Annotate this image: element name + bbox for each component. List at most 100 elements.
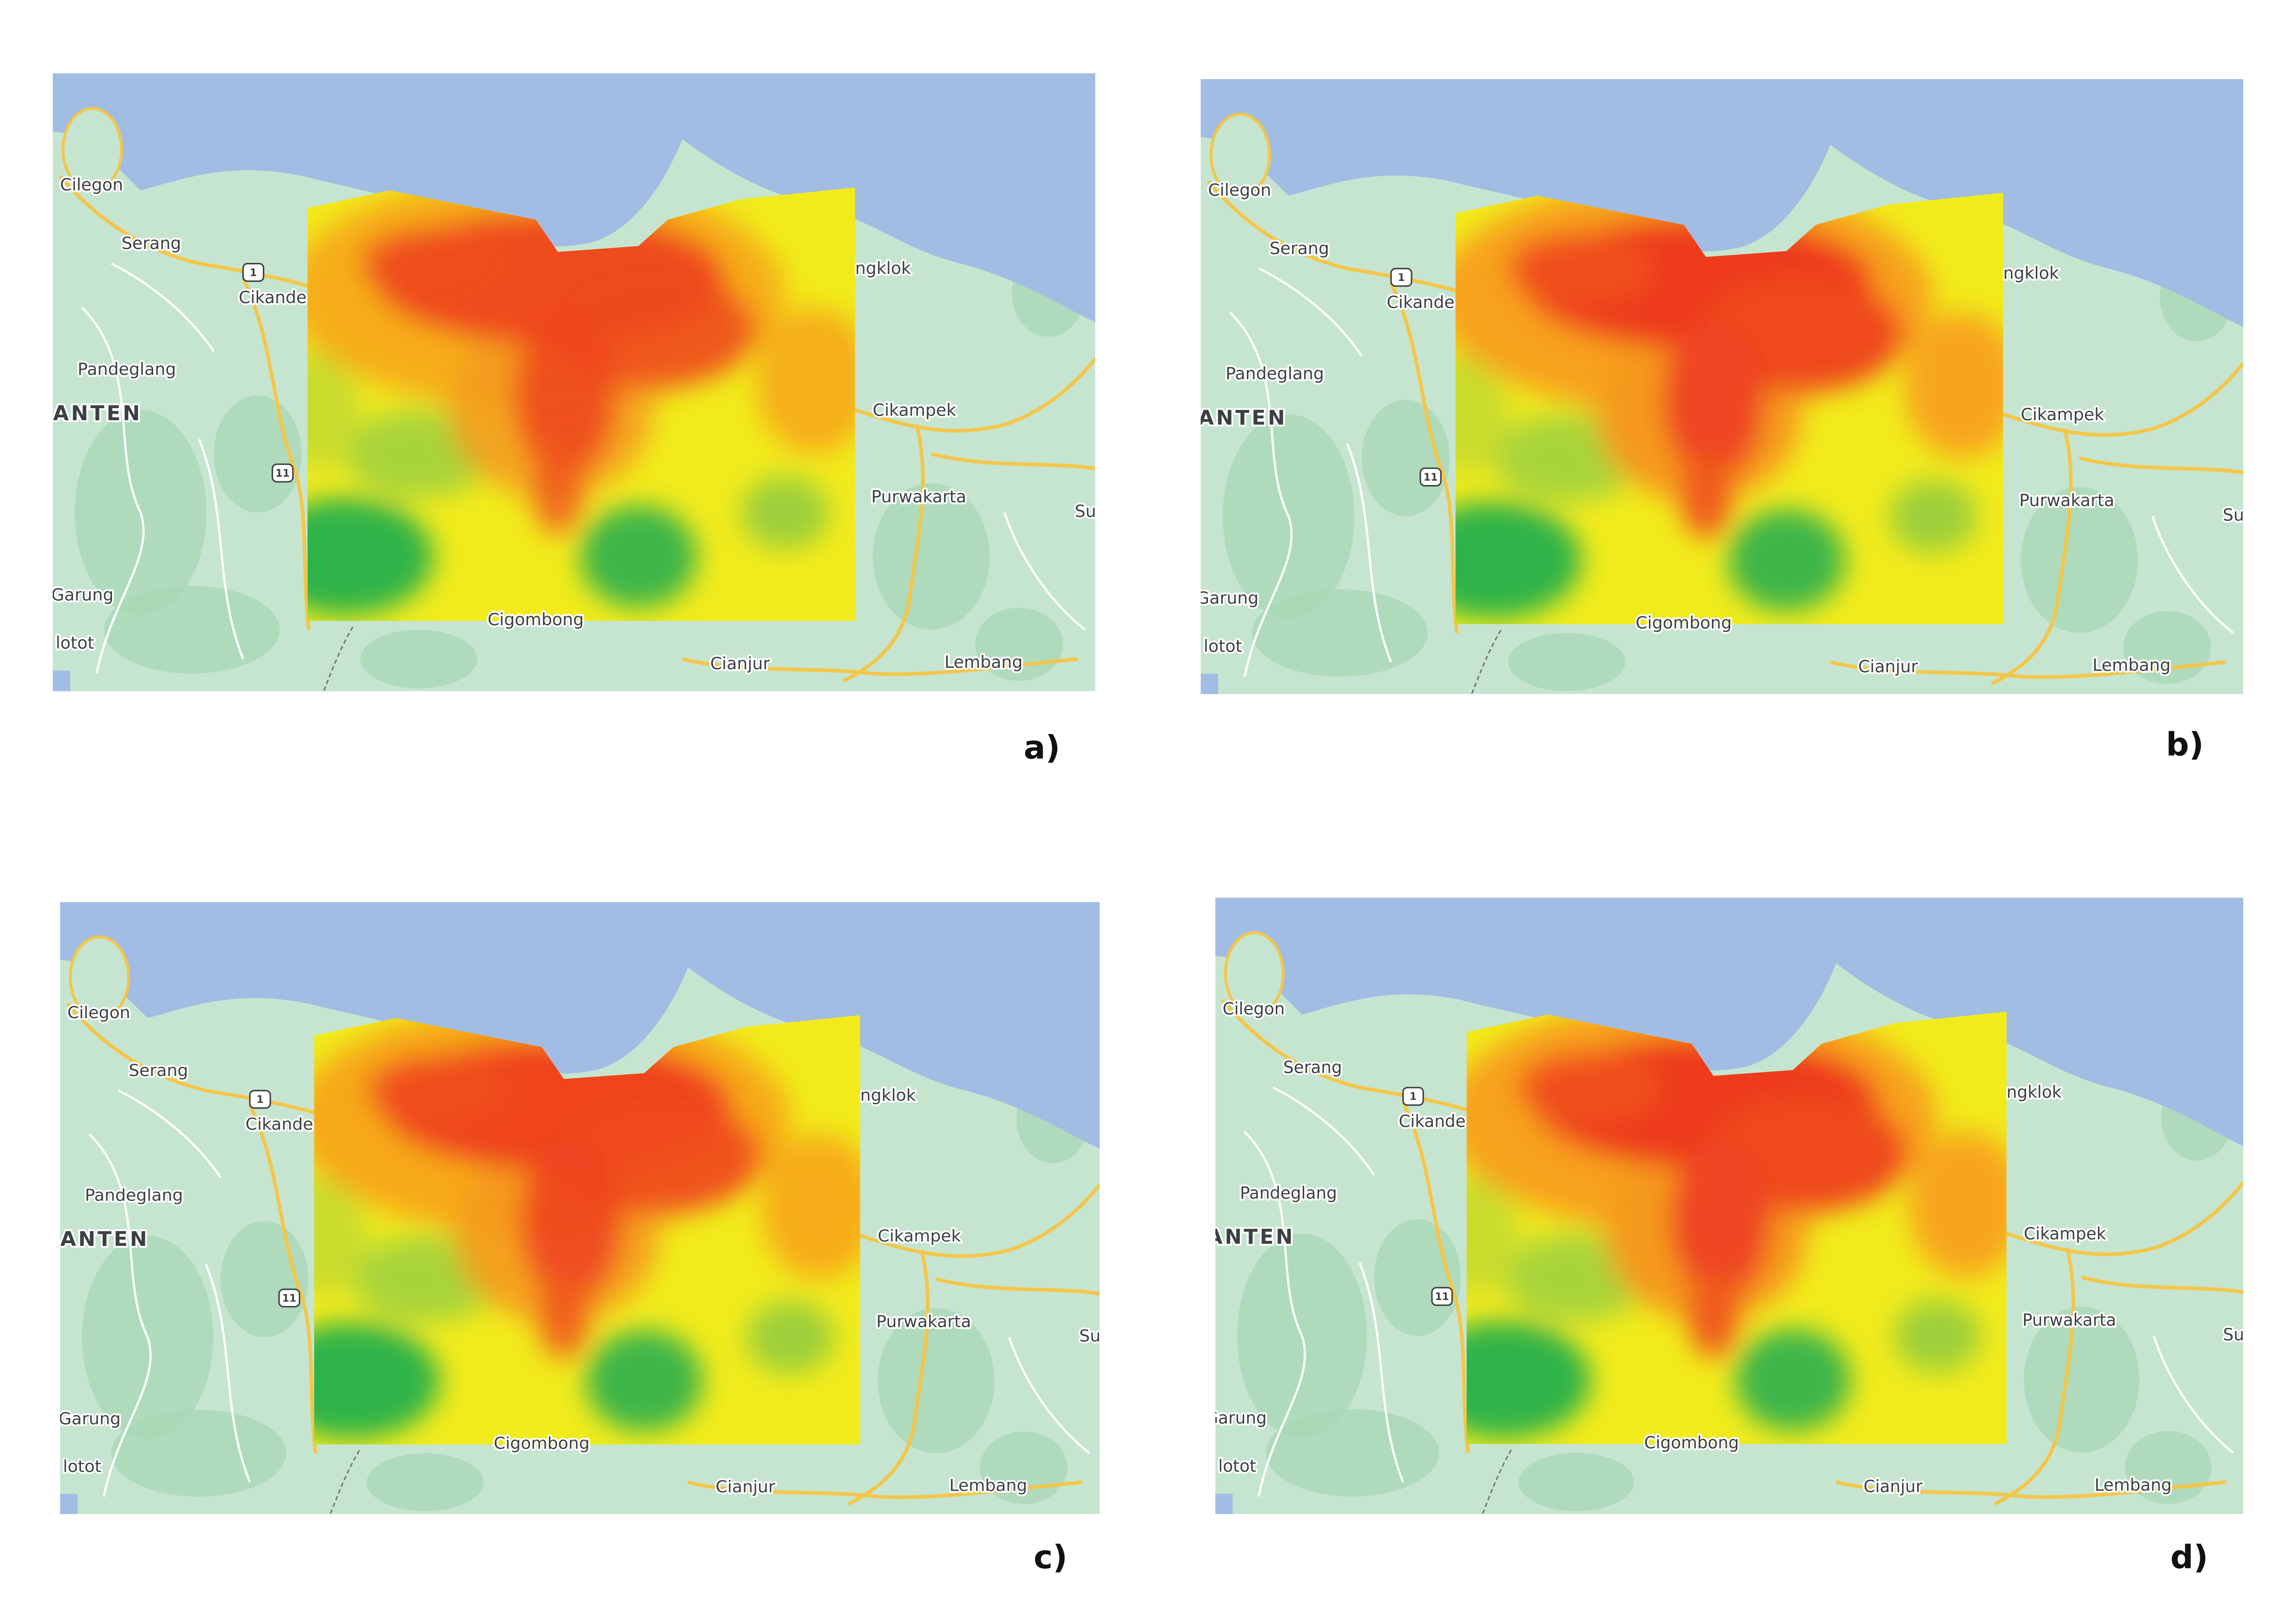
forest (2021, 487, 2138, 633)
lake (1201, 673, 1219, 694)
road (1008, 1337, 1090, 1454)
place-label: lotot (63, 1456, 101, 1476)
heat-cool (746, 1300, 834, 1374)
place-label: Garung (59, 1408, 121, 1428)
forest (1252, 589, 1428, 677)
forest (1518, 1453, 1634, 1512)
highway (859, 1183, 1100, 1258)
place-label: Purwakarta (876, 1311, 971, 1331)
heat-cool (1466, 1175, 1519, 1292)
forest (213, 395, 302, 513)
highway (2003, 362, 2244, 437)
road (1346, 443, 1392, 663)
map-panel: Cilegon Serang Cikande Pandeglang BANTEN Cika… (59, 902, 1100, 1514)
boundary (1471, 629, 1502, 694)
map-panel: Cilegon Serang Cikande Pandeglang BANTEN Cika… (1205, 897, 2244, 1514)
place-label: Lembang (945, 652, 1023, 672)
heat-cool (307, 351, 361, 469)
heat-hot (1679, 450, 1732, 538)
road (1358, 1262, 1404, 1483)
place-label: Cilegon (60, 174, 123, 194)
place-label: Cikampek (2021, 404, 2104, 424)
heat-cool (1728, 509, 1845, 611)
place-label: Cianjur (710, 653, 770, 673)
road (81, 306, 145, 674)
heat-cool (314, 1177, 367, 1294)
place-label: Pandeglang (85, 1185, 183, 1205)
heat-layer (307, 187, 855, 615)
road (1272, 1086, 1375, 1176)
heat-warm (1908, 1131, 2007, 1278)
place-label: Pandeglang (78, 359, 176, 379)
forest (1362, 399, 1450, 516)
highway (1221, 999, 1490, 1119)
forest (367, 1453, 484, 1512)
road (1003, 512, 1086, 631)
forest (104, 585, 280, 674)
place-label: Cilegon (1208, 180, 1271, 200)
heat-cool (1894, 1299, 1981, 1373)
heat-hot (1518, 1051, 1663, 1124)
heatmap (1466, 1011, 2007, 1444)
region-label: BANTEN (1180, 406, 1287, 429)
road-shield-label: 11 (282, 1293, 297, 1305)
lake (52, 671, 70, 691)
heat-warm (755, 307, 855, 454)
place-label: Garung (1205, 1408, 1267, 1428)
road-shield (278, 1288, 300, 1308)
highway (58, 174, 332, 295)
road (1243, 1130, 1306, 1497)
place-label: Serang (1283, 1058, 1342, 1077)
heat-cool (1466, 1321, 1591, 1438)
place-label: Cigombong (488, 610, 584, 629)
road-shield (1402, 1087, 1424, 1106)
road (205, 1264, 251, 1483)
place-label: lotot (1218, 1456, 1256, 1476)
highway (1991, 428, 2073, 686)
highway (842, 424, 925, 683)
road-shield-label: 1 (1410, 1091, 1417, 1103)
place-label: Lembang (2095, 1475, 2172, 1495)
forest (877, 1308, 995, 1453)
heat-hot (1662, 319, 1765, 480)
panel-caption: d) (2171, 1539, 2209, 1576)
heat-layer (1466, 1011, 2007, 1438)
road-shield-label: 1 (256, 1094, 263, 1106)
map-panel: Cilegon Serang Cikande Pandeglang BANTEN Cika… (1180, 79, 2244, 694)
place-label: Serang (122, 233, 181, 253)
heat-hot (360, 227, 507, 300)
forest (1266, 1409, 1439, 1497)
map-panel: Cilegon Serang Cikande Pandeglang BANTEN Cika… (52, 73, 1096, 691)
highway (248, 1104, 317, 1454)
road (2151, 516, 2234, 634)
road-shield-label: 11 (1424, 472, 1438, 484)
place-label: Cilegon (1223, 999, 1285, 1019)
road-shield (271, 463, 294, 483)
heat-hot (514, 315, 617, 476)
place-label: Su (1075, 501, 1096, 521)
heat-cool (307, 498, 434, 615)
boundary (329, 1450, 360, 1514)
highway (2006, 1181, 2244, 1257)
forest (220, 1221, 309, 1338)
heatmap (314, 1015, 860, 1445)
road-shield (1419, 467, 1442, 487)
place-label: Cigombong (1644, 1433, 1739, 1452)
place-label: Cianjur (716, 1477, 775, 1497)
road-shield-label: 11 (1435, 1291, 1449, 1303)
island (1224, 931, 1285, 1016)
place-label: ngklok (2003, 263, 2059, 283)
place-label: Cikampek (878, 1226, 961, 1246)
highway (241, 277, 311, 630)
heat-cool (1735, 1328, 1851, 1431)
highway (2081, 1276, 2244, 1294)
highway (847, 1250, 930, 1506)
sea (1215, 897, 2244, 1146)
place-label: Purwakarta (2022, 1310, 2116, 1330)
place-label: Cikande (239, 287, 307, 307)
place-label: Pandeglang (1240, 1183, 1337, 1203)
place-label: ngklok (2007, 1083, 2062, 1102)
place-label: Cianjur (1858, 657, 1918, 677)
place-label: Cikande (1399, 1112, 1466, 1131)
